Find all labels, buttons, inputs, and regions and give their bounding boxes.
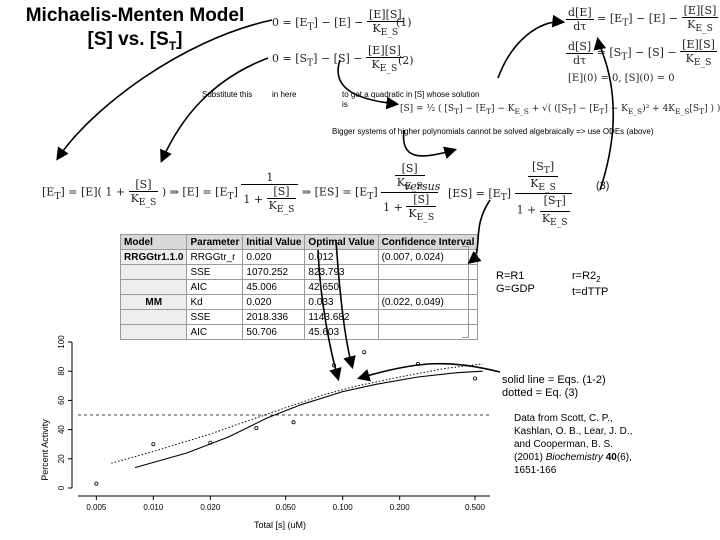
table-row: AIC 45.006 42.650 — [119, 279, 479, 295]
x-tick-label: 0.005 — [86, 503, 107, 512]
equation-3-tag: (3) — [596, 180, 610, 192]
legend-r2: r=R22 — [572, 270, 601, 285]
chart-points — [94, 350, 478, 486]
equation-1: 0 = [ET] − [E] − [E][S] KE_S — [272, 8, 404, 39]
series-dotted-line — [111, 363, 483, 464]
label-quadratic: to get a quadratic in [S] whose solution… — [342, 90, 480, 109]
table-header-cell: Parameter — [186, 234, 244, 250]
table-cell: 823.793 — [304, 264, 379, 280]
table-header-row: Model Parameter Initial Value Optimal Value… — [119, 234, 479, 250]
table-header-cell: Confidence Interval — [377, 234, 479, 250]
y-tick-label: 40 — [57, 425, 66, 434]
activity-chart: 0 20 40 60 80 100 0.005 0.010 0.020 0.050 0.100 0.2… — [40, 335, 490, 530]
arrow-table — [467, 199, 491, 265]
y-tick-label: 60 — [57, 395, 66, 404]
x-tick-label: 0.020 — [200, 503, 221, 512]
arrow-solid-line — [356, 362, 501, 382]
equation-1-tag: (1) — [396, 16, 412, 29]
title-line-2: [S] vs. [ST] — [87, 29, 183, 53]
table-row: AIC 50.706 45.603 — [119, 324, 479, 340]
x-tick-label: 0.100 — [333, 503, 354, 512]
data-point — [151, 442, 156, 447]
equation-2-tag: (2) — [398, 54, 414, 67]
note-solid: solid line = Eqs. (1-2) — [502, 374, 606, 386]
arrow-curve-2 — [317, 249, 342, 382]
ode-equation-1: d[E] dτ = [ET] − [E] − [E][S] KE_S — [566, 4, 719, 35]
chart-lines — [111, 363, 483, 469]
data-point — [94, 481, 99, 486]
data-point — [362, 350, 367, 355]
table-row: SSE 1070.252 823.793 — [119, 264, 479, 280]
note-dotted: dotted = Eq. (3) — [502, 387, 579, 399]
data-point — [208, 440, 213, 445]
equation-3: [ES] = [ET] [ST] KE_S 1 + [ST] KE_S — [448, 160, 572, 228]
x-tick-label: 0.010 — [143, 503, 164, 512]
arrow-curve — [335, 239, 356, 370]
ode-initial-conditions: [E](0) = 0, [S](0) = 0 — [568, 73, 675, 84]
arrow-eq3 — [593, 36, 615, 191]
derivation-equation: [ET] = [E]( 1 + [S] KE_S ) ⇒ [E] = [ET] 1… — [42, 162, 439, 223]
table-cell: 45.603 — [304, 324, 379, 340]
data-point — [254, 426, 259, 431]
label-in-here: in here — [272, 90, 297, 99]
table-cell — [377, 324, 479, 340]
series-solid-line — [134, 370, 483, 469]
y-tick-label: 100 — [57, 335, 66, 349]
table-bracket — [462, 246, 469, 338]
y-axis-label: Percent Activity — [40, 419, 50, 481]
table-model-cell: MM — [119, 294, 188, 310]
label-versus: versus — [404, 180, 441, 193]
arrow-ode — [497, 14, 566, 79]
legend-gdp: G=GDP — [496, 283, 535, 295]
x-tick-label: 0.500 — [465, 503, 486, 512]
y-tick-label: 0 — [57, 485, 66, 490]
legend-r1: R=R1 — [496, 270, 525, 282]
arrow-bigger — [402, 129, 458, 159]
arrow-substitute — [56, 19, 273, 161]
title-line-1: Michaelis-Menten Model — [25, 5, 245, 26]
citation: Data from Scott, C. P., Kashlan, O. B., … — [514, 413, 633, 476]
label-substitute: Substitute this — [202, 90, 253, 99]
legend-left: R=R1 G=GDP — [496, 270, 535, 296]
y-tick-label: 20 — [57, 454, 66, 463]
label-bigger-systems: Bigger systems of higher polynomials can… — [332, 127, 654, 136]
results-table: Model Parameter Initial Value Optimal Value… — [119, 234, 479, 340]
slide-title: Michaelis-Menten Model [S] vs. [ST] — [4, 4, 266, 58]
legend-dttp: t=dTTP — [572, 286, 609, 299]
x-axis-label: Total [s] (uM) — [254, 520, 306, 530]
ode-equation-2: d[S] dτ = [ST] − [S] − [E][S] KE_S — [566, 38, 717, 69]
y-tick-label: 80 — [57, 366, 66, 375]
x-tick-label: 0.050 — [276, 503, 297, 512]
chart-axes: 0 20 40 60 80 100 0.005 0.010 0.020 0.050 0.100 0.2… — [57, 335, 490, 512]
x-tick-label: 0.200 — [390, 503, 411, 512]
arrow-in-here — [160, 57, 269, 163]
line-notes: solid line = Eqs. (1-2) dotted = Eq. (3) — [502, 374, 606, 400]
legend-right: r=R22 t=dTTP — [572, 270, 608, 299]
table-model-cell: RRGGtr1.1.0 — [119, 249, 188, 265]
data-point — [291, 420, 296, 425]
data-point — [473, 376, 478, 381]
quadratic-solution: [S] = ½ ( [ST] − [ET] − KE_S + √( ([ST] … — [400, 104, 720, 116]
arrow-quadratic — [337, 59, 400, 110]
equation-2: 0 = [ST] − [S] − [E][S] KE_S — [272, 44, 403, 75]
table-header-cell: Model — [119, 234, 188, 250]
table-model-cell — [119, 324, 188, 340]
